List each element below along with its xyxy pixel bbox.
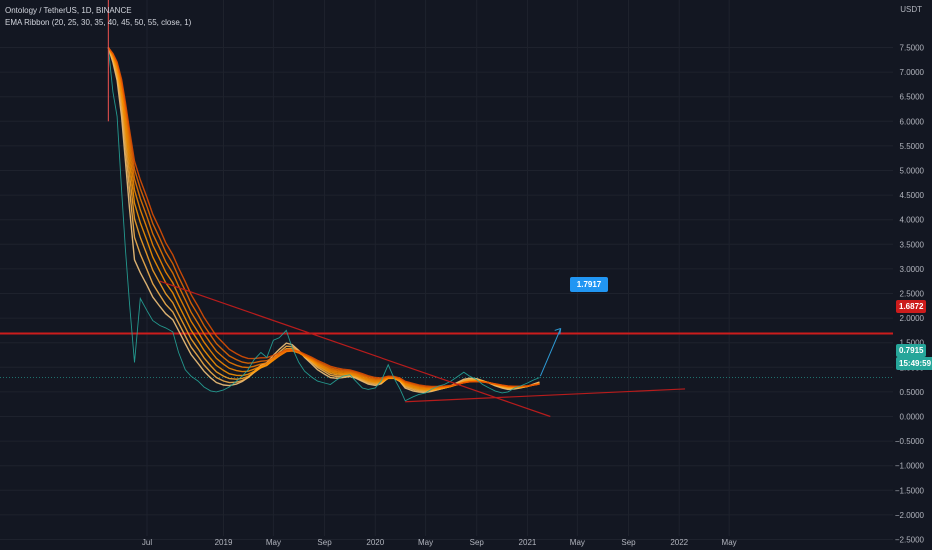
y-tick-label: −2.5000 (895, 536, 925, 545)
projection-arrowhead (554, 327, 562, 335)
y-tick-label: 2.5000 (900, 290, 925, 299)
y-tick-label: 6.0000 (900, 117, 925, 126)
x-tick-label: May (722, 538, 737, 547)
chart-legend: Ontology / TetherUS, 1D, BINANCE EMA Rib… (5, 5, 191, 29)
y-tick-label: 7.5000 (900, 44, 925, 53)
y-tick-label: 4.0000 (900, 216, 925, 225)
y-tick-label: 1.5000 (900, 339, 925, 348)
indicator-label[interactable]: EMA Ribbon (20, 25, 30, 35, 40, 45, 50, … (5, 18, 192, 27)
y-tick-label: 6.5000 (900, 93, 925, 102)
projection-arrow (539, 328, 562, 377)
y-tick-label: 3.0000 (900, 265, 925, 274)
descending-trendline (159, 280, 551, 418)
x-tick-label: May (570, 538, 585, 547)
y-tick-label: 0.5000 (900, 388, 925, 397)
y-tick-label: −2.0000 (895, 511, 925, 520)
y-tick-label: 5.0000 (900, 167, 925, 176)
y-tick-label: 4.5000 (900, 191, 925, 200)
y-tick-label: 5.5000 (900, 142, 925, 151)
x-tick-label: 2019 (215, 538, 233, 547)
currency-label: USDT (900, 5, 922, 14)
x-tick-label: May (266, 538, 281, 547)
x-tick-label: May (418, 538, 433, 547)
countdown-badge: 15:49:59 (896, 357, 932, 370)
ema-ribbon-line (107, 47, 540, 388)
x-tick-label: Jul (142, 538, 152, 547)
current-price-badge: 0.7915 (896, 344, 927, 357)
x-tick-label: 2022 (670, 538, 688, 547)
y-tick-label: −1.0000 (895, 462, 925, 471)
y-tick-label: 7.0000 (900, 68, 925, 77)
y-tick-label: −1.5000 (895, 486, 925, 495)
y-tick-label: 0.0000 (900, 413, 925, 422)
price-line (107, 47, 540, 402)
y-tick-label: 3.5000 (900, 240, 925, 249)
resistance-price-badge: 1.6872 (896, 300, 927, 313)
x-tick-label: Sep (470, 538, 485, 547)
ascending-trendline (405, 388, 686, 403)
x-tick-label: 2021 (519, 538, 537, 547)
x-tick-label: Sep (621, 538, 636, 547)
ema-ribbon-line (107, 47, 540, 394)
ema-ribbon-line (107, 47, 540, 393)
y-tick-label: −0.5000 (895, 437, 925, 446)
target-callout[interactable]: 1.7917 (570, 277, 608, 292)
x-tick-label: Sep (317, 538, 332, 547)
x-tick-label: 2020 (366, 538, 384, 547)
y-tick-label: 2.0000 (900, 314, 925, 323)
symbol-title[interactable]: Ontology / TetherUS, 1D, BINANCE (5, 6, 132, 15)
